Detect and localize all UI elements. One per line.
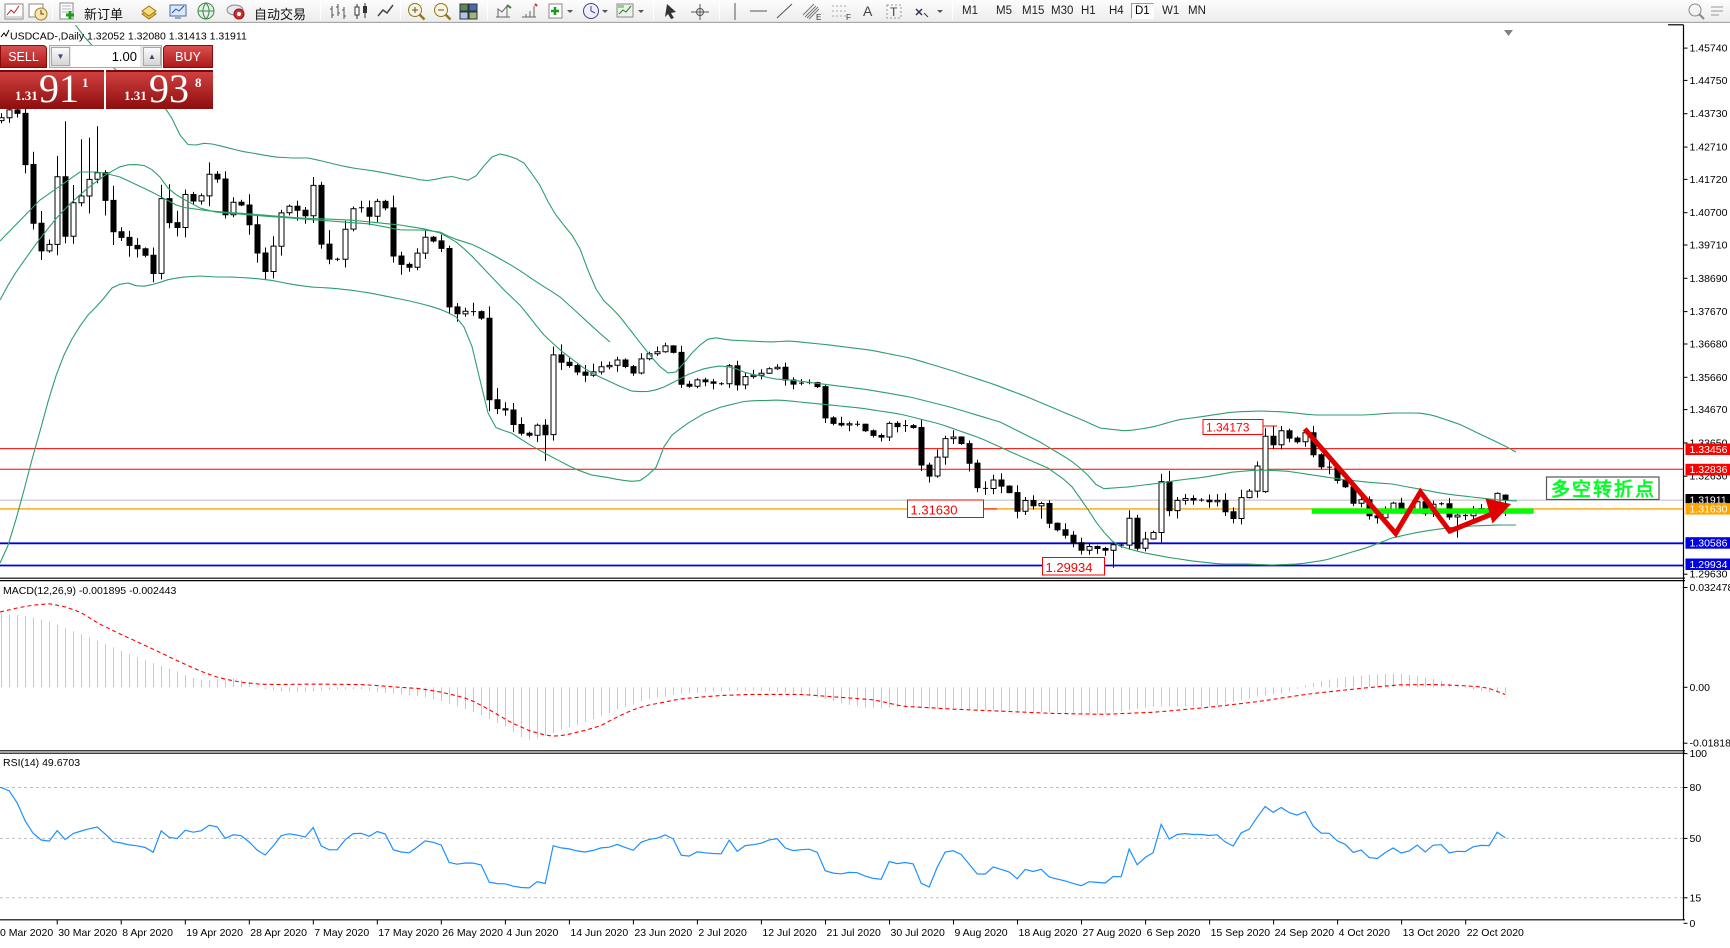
- svg-text:20 Mar 2020: 20 Mar 2020: [0, 927, 53, 939]
- svg-text:1.42710: 1.42710: [1690, 142, 1728, 154]
- svg-text:1.33456: 1.33456: [1690, 444, 1728, 456]
- svg-text:4 Jun 2020: 4 Jun 2020: [506, 927, 558, 939]
- svg-text:1.44750: 1.44750: [1690, 75, 1728, 87]
- svg-text:12 Jul 2020: 12 Jul 2020: [762, 927, 816, 939]
- svg-text:28 Apr 2020: 28 Apr 2020: [250, 927, 307, 939]
- svg-text:30 Mar 2020: 30 Mar 2020: [58, 927, 117, 939]
- svg-text:18 Aug 2020: 18 Aug 2020: [1019, 927, 1078, 939]
- svg-text:100: 100: [1690, 748, 1708, 760]
- svg-text:17 May 2020: 17 May 2020: [378, 927, 439, 939]
- svg-text:30 Jul 2020: 30 Jul 2020: [891, 927, 945, 939]
- svg-text:1.41720: 1.41720: [1690, 174, 1728, 186]
- svg-text:19 Apr 2020: 19 Apr 2020: [186, 927, 243, 939]
- svg-text:15 Sep 2020: 15 Sep 2020: [1211, 927, 1271, 939]
- svg-text:1.35660: 1.35660: [1690, 372, 1728, 384]
- svg-text:80: 80: [1690, 782, 1702, 794]
- svg-text:7 May 2020: 7 May 2020: [314, 927, 369, 939]
- svg-text:1.34173: 1.34173: [1206, 421, 1250, 435]
- svg-text:1.43730: 1.43730: [1690, 108, 1728, 120]
- svg-text:1.31630: 1.31630: [911, 503, 958, 518]
- svg-text:多空转折点: 多空转折点: [1551, 478, 1654, 501]
- svg-text:27 Aug 2020: 27 Aug 2020: [1083, 927, 1142, 939]
- svg-text:24 Sep 2020: 24 Sep 2020: [1275, 927, 1335, 939]
- svg-text:MACD(12,26,9) -0.001895 -0.002: MACD(12,26,9) -0.001895 -0.002443: [3, 585, 177, 597]
- svg-text:26 May 2020: 26 May 2020: [442, 927, 503, 939]
- svg-text:6 Sep 2020: 6 Sep 2020: [1147, 927, 1201, 939]
- svg-text:1.30586: 1.30586: [1690, 538, 1728, 550]
- svg-text:50: 50: [1690, 833, 1702, 845]
- svg-text:0.00: 0.00: [1690, 682, 1711, 694]
- svg-text:13 Oct 2020: 13 Oct 2020: [1403, 927, 1460, 939]
- svg-text:23 Jun 2020: 23 Jun 2020: [634, 927, 692, 939]
- svg-text:1.40700: 1.40700: [1690, 207, 1728, 219]
- svg-text:0: 0: [1690, 918, 1696, 930]
- svg-text:8 Apr 2020: 8 Apr 2020: [122, 927, 173, 939]
- svg-text:0.032478: 0.032478: [1690, 582, 1730, 594]
- svg-text:21 Jul 2020: 21 Jul 2020: [827, 927, 881, 939]
- svg-text:22 Oct 2020: 22 Oct 2020: [1467, 927, 1524, 939]
- svg-text:1.39710: 1.39710: [1690, 240, 1728, 252]
- svg-text:1.38690: 1.38690: [1690, 273, 1728, 285]
- svg-text:1.32836: 1.32836: [1690, 464, 1728, 476]
- svg-text:9 Aug 2020: 9 Aug 2020: [955, 927, 1008, 939]
- svg-text:1.29934: 1.29934: [1690, 559, 1728, 571]
- svg-text:14 Jun 2020: 14 Jun 2020: [570, 927, 628, 939]
- svg-text:1.45740: 1.45740: [1690, 43, 1728, 55]
- svg-text:15: 15: [1690, 892, 1702, 904]
- svg-text:1.29934: 1.29934: [1046, 560, 1093, 575]
- svg-text:1.31630: 1.31630: [1690, 504, 1728, 516]
- svg-text:2 Jul 2020: 2 Jul 2020: [698, 927, 747, 939]
- svg-text:4 Oct 2020: 4 Oct 2020: [1339, 927, 1391, 939]
- svg-text:1.36680: 1.36680: [1690, 339, 1728, 351]
- svg-text:1.37670: 1.37670: [1690, 306, 1728, 318]
- svg-text:RSI(14) 49.6703: RSI(14) 49.6703: [3, 757, 80, 769]
- svg-text:1.34670: 1.34670: [1690, 404, 1728, 416]
- svg-text:USDCAD-,Daily 1.32052 1.32080: USDCAD-,Daily 1.32052 1.32080 1.31413 1.…: [10, 31, 247, 43]
